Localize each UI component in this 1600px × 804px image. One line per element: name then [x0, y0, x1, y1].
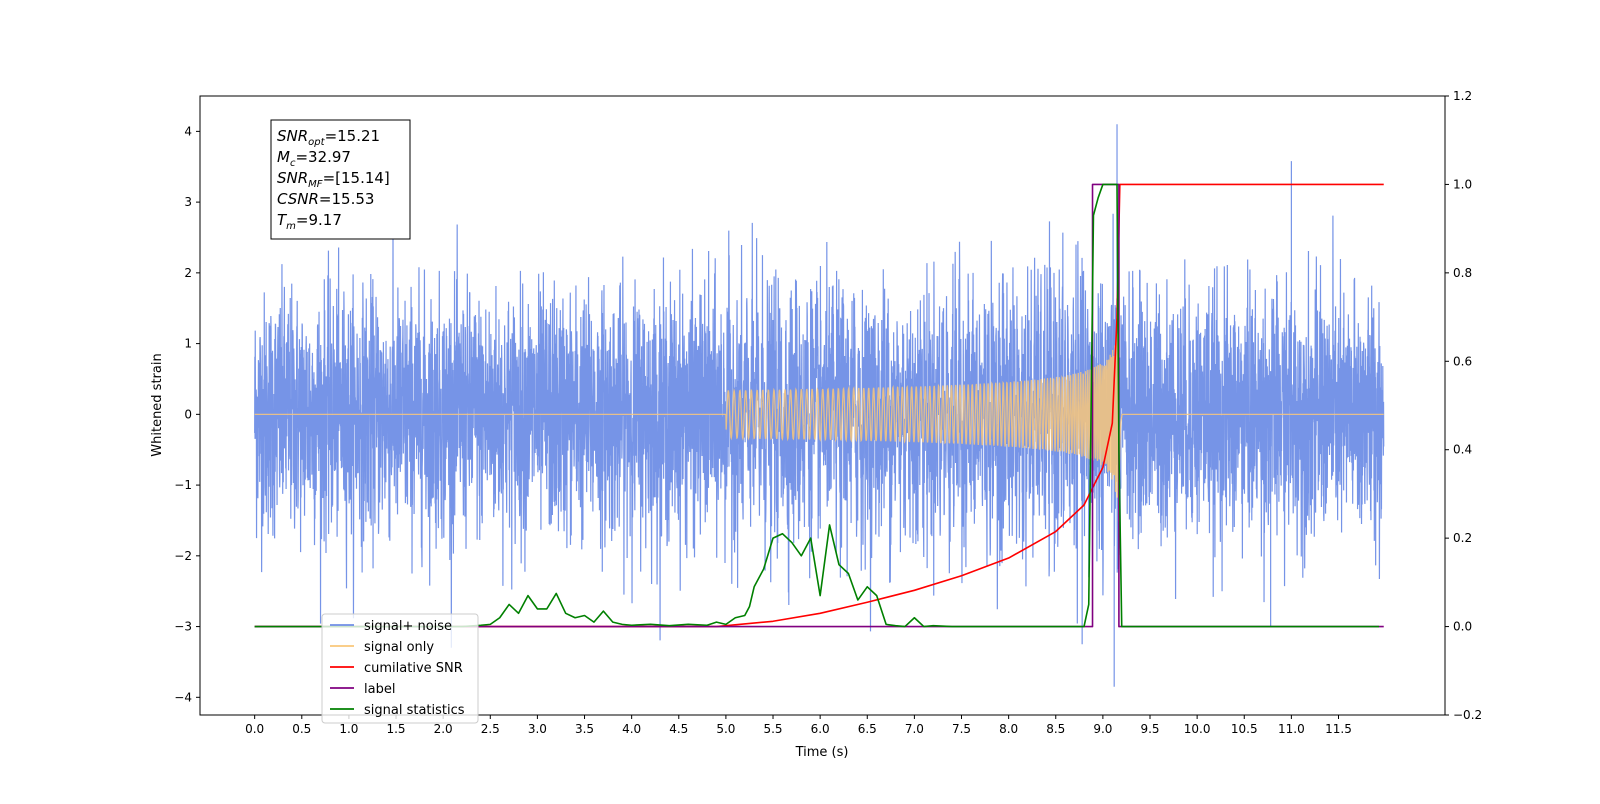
legend-label: signal+ noise: [364, 619, 452, 634]
y2-tick-label: 1.2: [1453, 89, 1472, 103]
series-signal-statistics-line: [254, 183, 1380, 628]
x-axis-label: Time (s): [795, 745, 849, 760]
annotation-value: =15.21: [325, 127, 381, 145]
y-tick-label: −4: [174, 690, 192, 704]
annotation-value: =32.97: [295, 148, 351, 166]
annotation-line: SNRopt=15.21: [277, 127, 380, 148]
y-tick-label: −2: [174, 549, 192, 563]
stats-annotation-box: SNRopt=15.21Mc=32.97SNRMF=[15.14]CSNR=15…: [270, 119, 411, 240]
x-tick-label: 11.5: [1325, 722, 1352, 736]
annotation-line: CSNR=15.53: [277, 190, 374, 208]
x-tick-label: 4.0: [622, 722, 641, 736]
x-tick-label: 3.5: [575, 722, 594, 736]
x-tick-label: 10.5: [1231, 722, 1258, 736]
y-axis-right: 1.2 1.0 0.8 0.6 0.4 0.2 0.0 −0.2: [1445, 89, 1482, 722]
annotation-line: SNRMF=[15.14]: [277, 169, 390, 190]
annotation-value: =9.17: [296, 211, 342, 229]
annotation-subscript: m: [286, 221, 296, 232]
x-tick-label: 2.5: [481, 722, 500, 736]
y2-tick-label: −0.2: [1453, 708, 1482, 722]
annotation-value: =[15.14]: [323, 169, 390, 187]
x-tick-label: 7.5: [952, 722, 971, 736]
annotation-subscript: opt: [308, 137, 325, 148]
y2-tick-label: 0.0: [1453, 620, 1472, 634]
y-axis-label: Whitened strain: [150, 353, 165, 456]
y-tick-label: −1: [174, 478, 192, 492]
annotation-symbol: SNR: [277, 169, 308, 187]
annotation-line: Tm=9.17: [277, 211, 342, 232]
x-tick-label: 10.0: [1184, 722, 1211, 736]
annotation-subscript: c: [290, 158, 296, 169]
y2-tick-label: 0.2: [1453, 531, 1472, 545]
legend-label: signal only: [364, 640, 434, 655]
x-tick-label: 3.0: [528, 722, 547, 736]
x-tick-label: 2.0: [434, 722, 453, 736]
y-tick-label: 4: [184, 124, 192, 138]
legend-frame: [321, 613, 479, 724]
y-tick-label: 1: [184, 337, 192, 351]
x-tick-label: 1.0: [339, 722, 358, 736]
x-tick-label: 4.5: [669, 722, 688, 736]
annotation-symbol: CSNR: [277, 190, 319, 208]
x-tick-label: 6.0: [811, 722, 830, 736]
annotation-symbol: M: [277, 148, 290, 166]
x-tick-label: 0.5: [292, 722, 311, 736]
legend: signal+ noise signal only cumilative SNR la…: [321, 613, 479, 724]
y-tick-label: −3: [174, 620, 192, 634]
series-layer: [254, 124, 1385, 687]
legend-label: cumilative SNR: [364, 661, 463, 676]
x-axis: 0.0 0.5 1.0 1.5 2.0 2.5 3.0 3.5 4.0 4.5 5.0 5.5 6.0 6…: [245, 715, 1352, 736]
x-tick-label: 6.5: [858, 722, 877, 736]
annotation-frame: [270, 119, 411, 240]
annotation-subscript: MF: [308, 179, 323, 190]
y-tick-label: 0: [184, 407, 192, 421]
plot-frame: [199, 95, 1446, 716]
x-tick-label: 8.0: [999, 722, 1018, 736]
y-tick-label: 2: [184, 266, 192, 280]
x-tick-label: 0.0: [245, 722, 264, 736]
y-tick-label: 3: [184, 195, 192, 209]
x-tick-label: 8.5: [1046, 722, 1065, 736]
legend-label: label: [364, 682, 395, 697]
annotation-value: =15.53: [319, 190, 375, 208]
y2-tick-label: 1.0: [1453, 177, 1472, 191]
x-tick-label: 5.5: [763, 722, 782, 736]
x-tick-label: 9.5: [1140, 722, 1159, 736]
y2-tick-label: 0.6: [1453, 354, 1472, 368]
series-signal-only-line: [254, 333, 1384, 522]
x-tick-label: 7.0: [905, 722, 924, 736]
annotation-symbol: SNR: [277, 127, 308, 145]
annotation-symbol: T: [277, 211, 288, 229]
y2-tick-label: 0.8: [1453, 266, 1472, 280]
legend-label: signal statistics: [364, 703, 465, 718]
annotation-line: Mc=32.97: [277, 148, 351, 169]
x-tick-label: 9.0: [1093, 722, 1112, 736]
x-tick-label: 1.5: [386, 722, 405, 736]
y-axis-left: 4 3 2 1 0 −1 −2 −3 −4: [174, 124, 200, 704]
x-tick-label: 11.0: [1278, 722, 1305, 736]
x-tick-label: 5.0: [716, 722, 735, 736]
y2-tick-label: 0.4: [1453, 443, 1472, 457]
